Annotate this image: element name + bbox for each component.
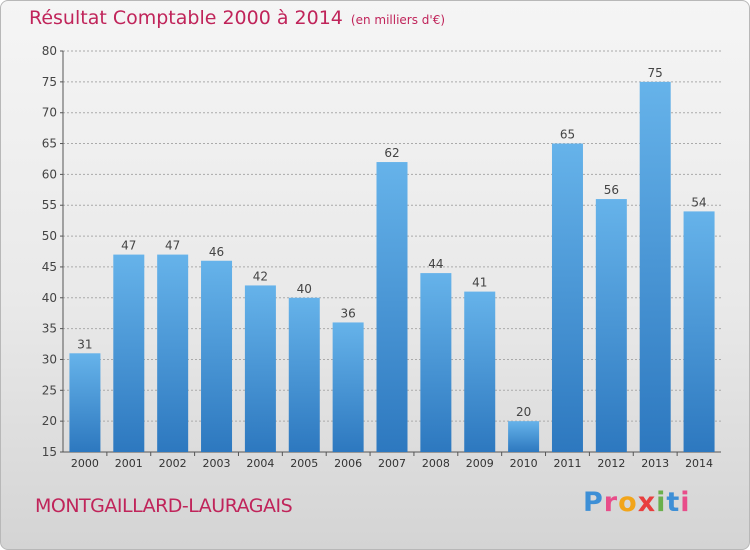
chart-title-text: Résultat Comptable 2000 à 2014 <box>29 7 343 29</box>
bar <box>288 297 320 452</box>
bar <box>244 285 276 452</box>
chart-title: Résultat Comptable 2000 à 2014 (en millie… <box>29 7 445 29</box>
data-label: 41 <box>472 276 487 290</box>
bar <box>639 81 671 452</box>
x-tick-label: 2006 <box>334 457 362 470</box>
y-tick-label: 40 <box>42 291 57 305</box>
x-tick-label: 2005 <box>290 457 318 470</box>
bar <box>464 291 496 452</box>
y-tick-label: 55 <box>42 198 57 212</box>
data-label: 54 <box>691 195 706 209</box>
bar <box>508 421 540 452</box>
data-label: 65 <box>560 128 575 142</box>
bar <box>113 254 145 452</box>
y-tick-label: 25 <box>42 383 57 397</box>
x-tick-label: 2001 <box>115 457 143 470</box>
data-label: 40 <box>297 282 312 296</box>
bar <box>201 260 233 452</box>
x-tick-label: 2011 <box>553 457 581 470</box>
logo-letter: o <box>618 487 638 518</box>
y-tick-label: 75 <box>42 75 57 89</box>
x-tick-label: 2009 <box>466 457 494 470</box>
y-tick-label: 20 <box>42 414 57 428</box>
x-tick-label: 2007 <box>378 457 406 470</box>
y-tick-label: 65 <box>42 137 57 151</box>
bars <box>69 81 715 453</box>
logo-letter: i <box>680 487 691 518</box>
proxiti-logo: Proxiti <box>583 487 691 518</box>
data-label: 46 <box>209 245 224 259</box>
y-tick-label: 35 <box>42 322 57 336</box>
x-tick-label: 2002 <box>159 457 187 470</box>
y-tick-label: 60 <box>42 167 57 181</box>
bar <box>551 143 583 453</box>
y-tick-label: 50 <box>42 229 57 243</box>
data-label: 20 <box>516 405 531 419</box>
y-tick-label: 70 <box>42 106 57 120</box>
x-tick-label: 2013 <box>641 457 669 470</box>
y-tick-label: 30 <box>42 352 57 366</box>
x-tick-label: 2008 <box>422 457 450 470</box>
bar <box>595 199 627 452</box>
bar <box>376 162 408 453</box>
data-label: 44 <box>428 257 443 271</box>
y-tick-label: 45 <box>42 260 57 274</box>
data-label: 62 <box>384 146 399 160</box>
data-labels: 31 47 47 46 42 40 36 62 44 41 20 65 56 75 54 <box>77 66 706 419</box>
bar <box>332 322 364 452</box>
data-label: 75 <box>648 66 663 80</box>
logo-letter: P <box>583 487 604 518</box>
data-label: 56 <box>604 183 619 197</box>
logo-letter: x <box>637 487 657 518</box>
x-tick-label: 2012 <box>597 457 625 470</box>
y-tick-label: 15 <box>42 445 57 459</box>
data-label: 31 <box>77 337 92 351</box>
tick-labels: 15 20 25 30 35 40 45 50 55 60 65 70 75 80 2000 2001 2002… <box>42 44 713 470</box>
chart-unit: (en milliers d'€) <box>350 13 446 27</box>
commune-name: MONTGAILLARD-LAURAGAIS <box>35 495 293 517</box>
bar <box>420 273 452 452</box>
x-tick-label: 2004 <box>246 457 274 470</box>
x-tick-label: 2003 <box>203 457 231 470</box>
bar <box>157 254 189 452</box>
x-tick-label: 2000 <box>71 457 99 470</box>
x-tick-label: 2010 <box>510 457 538 470</box>
bar <box>683 211 715 452</box>
data-label: 47 <box>165 239 180 253</box>
data-label: 42 <box>253 269 268 283</box>
logo-letter: t <box>666 487 681 518</box>
logo-letter: r <box>603 487 619 518</box>
logo-letter: i <box>656 487 667 518</box>
y-tick-label: 80 <box>42 44 57 58</box>
x-tick-label: 2014 <box>685 457 713 470</box>
bar <box>69 353 101 452</box>
data-label: 47 <box>121 239 136 253</box>
data-label: 36 <box>340 306 355 320</box>
